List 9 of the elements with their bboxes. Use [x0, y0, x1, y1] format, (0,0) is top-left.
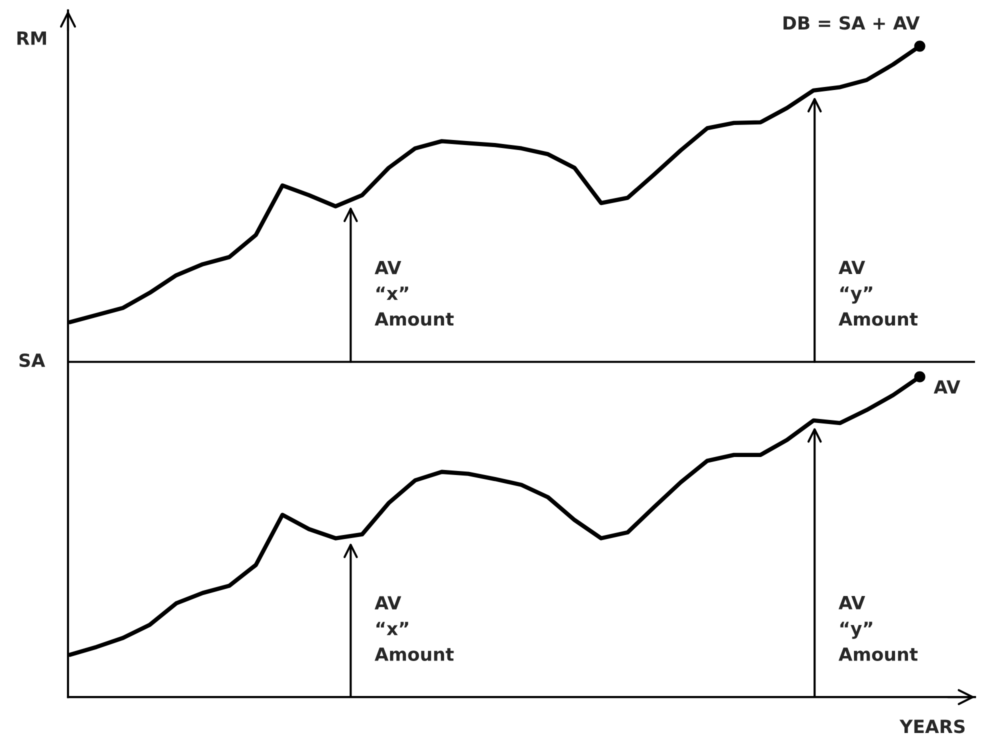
annotation: AV “x” Amount [374, 596, 454, 662]
series-label: AV [934, 380, 960, 394]
x-axis-title: YEARS [899, 720, 965, 734]
series-label: DB = SA + AV [784, 16, 920, 30]
annotation: AV “y” Amount [838, 260, 918, 326]
annotation: AV “y” Amount [838, 596, 918, 662]
y-axis-title: RM [17, 32, 46, 45]
annotation: AV “x” Amount [374, 260, 454, 326]
ref-line-label: SA [20, 353, 46, 368]
